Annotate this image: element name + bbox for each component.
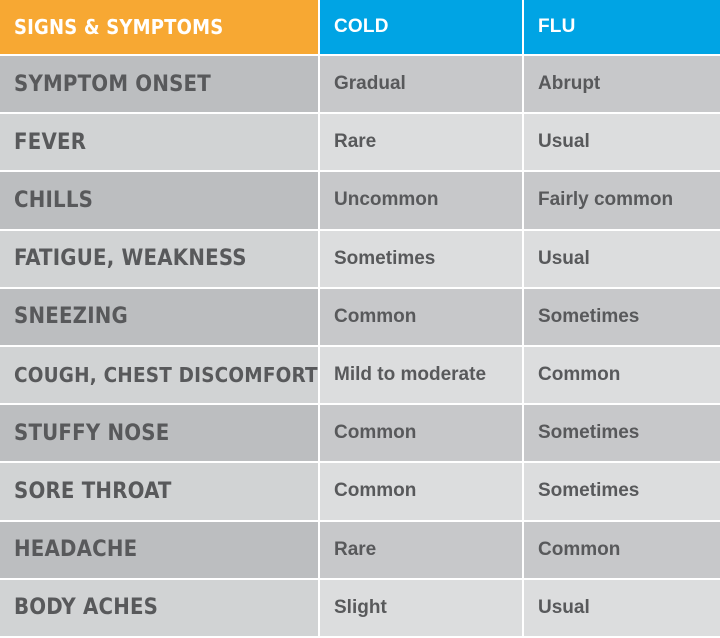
- header-signs-symptoms: SIGNS & SYMPTOMS: [0, 0, 318, 56]
- symptom-cell: COUGH, CHEST DISCOMFORT: [0, 346, 318, 406]
- cold-cell: Common: [320, 288, 522, 347]
- cold-cell: Rare: [320, 114, 522, 173]
- cold-cell: Common: [320, 463, 522, 522]
- symptom-cell: SYMPTOM ONSET: [0, 56, 318, 115]
- header-flu: FLU: [524, 0, 720, 56]
- cold-cell: Common: [320, 405, 522, 464]
- cold-cell: Gradual: [320, 56, 522, 115]
- flu-cell: Fairly common: [524, 172, 720, 231]
- flu-cell: Usual: [524, 114, 720, 173]
- symptom-cell: HEADACHE: [0, 521, 318, 580]
- flu-cell: Common: [524, 346, 720, 406]
- symptom-cell: SNEEZING: [0, 288, 318, 347]
- cold-cell: Slight: [320, 579, 522, 638]
- symptom-cell: STUFFY NOSE: [0, 405, 318, 464]
- flu-cell: Common: [524, 521, 720, 580]
- flu-cell: Sometimes: [524, 405, 720, 464]
- flu-cell: Sometimes: [524, 288, 720, 347]
- cold-cell: Uncommon: [320, 172, 522, 231]
- header-cold: COLD: [320, 0, 522, 56]
- flu-cell: Usual: [524, 230, 720, 289]
- cold-cell: Rare: [320, 521, 522, 580]
- cold-cell: Sometimes: [320, 230, 522, 289]
- flu-cell: Usual: [524, 579, 720, 638]
- flu-cell: Sometimes: [524, 463, 720, 522]
- cold-cell: Mild to moderate: [320, 346, 522, 406]
- symptom-cell: BODY ACHES: [0, 579, 318, 638]
- flu-cell: Abrupt: [524, 56, 720, 115]
- symptom-cell: FEVER: [0, 114, 318, 173]
- symptom-cell: SORE THROAT: [0, 463, 318, 522]
- symptom-cell: FATIGUE, WEAKNESS: [0, 230, 318, 289]
- symptom-cell: CHILLS: [0, 172, 318, 231]
